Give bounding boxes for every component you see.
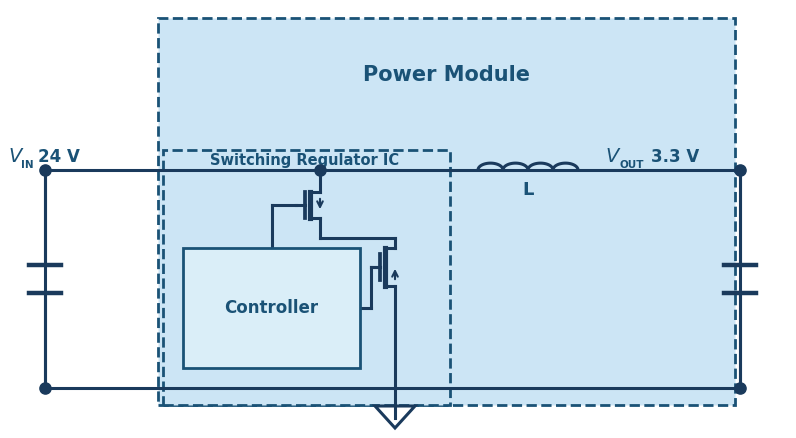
Text: $\mathit{V}$: $\mathit{V}$ <box>8 148 25 166</box>
Point <box>39 166 52 173</box>
Text: Controller: Controller <box>224 299 318 317</box>
Point <box>314 166 326 173</box>
Text: 24 V: 24 V <box>38 148 80 166</box>
Bar <box>163 150 450 405</box>
Text: Power Module: Power Module <box>363 65 530 85</box>
Text: $\mathit{V}$: $\mathit{V}$ <box>605 148 622 166</box>
Text: IN: IN <box>21 160 33 170</box>
Bar <box>183 248 360 368</box>
Text: 3.3 V: 3.3 V <box>651 148 699 166</box>
Text: Switching Regulator IC: Switching Regulator IC <box>210 152 400 167</box>
Point <box>734 385 747 392</box>
Bar <box>158 18 735 405</box>
Point <box>39 385 52 392</box>
Text: OUT: OUT <box>619 160 643 170</box>
Point <box>734 166 747 173</box>
Text: L: L <box>522 181 533 199</box>
